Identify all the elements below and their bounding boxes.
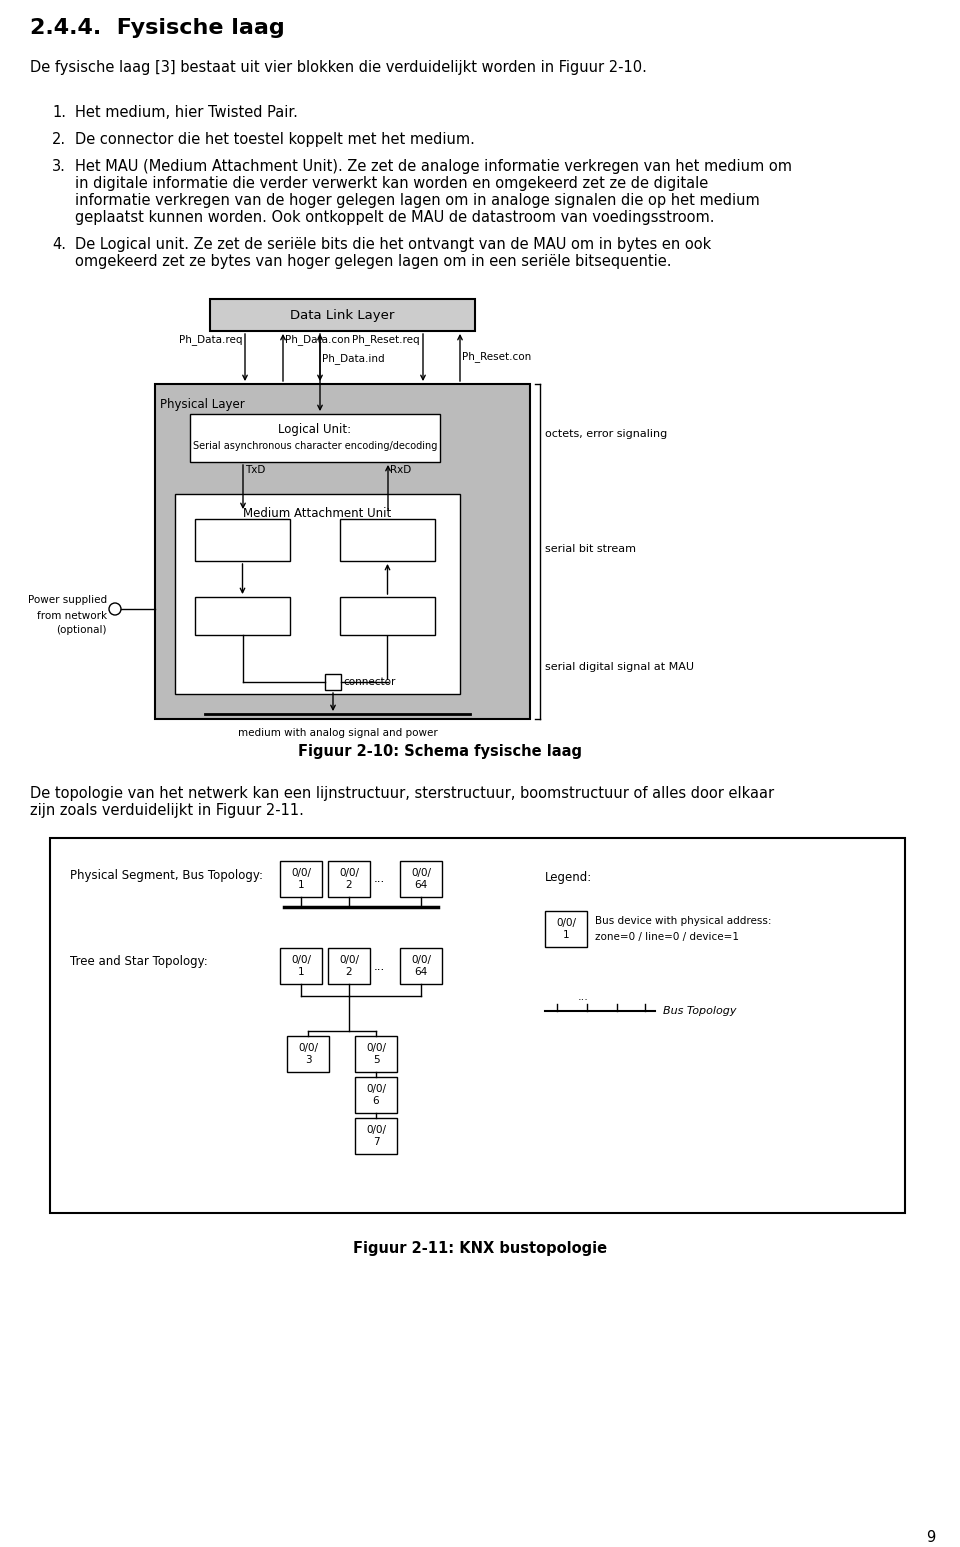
Text: medium with analog signal and power: medium with analog signal and power — [238, 729, 438, 738]
Text: Decoding: Decoding — [360, 540, 416, 554]
Text: octets, error signaling: octets, error signaling — [545, 429, 667, 439]
Text: Physical Segment, Bus Topology:: Physical Segment, Bus Topology: — [70, 869, 263, 882]
Text: geplaatst kunnen worden. Ook ontkoppelt de MAU de datastroom van voedingsstroom.: geplaatst kunnen worden. Ook ontkoppelt … — [75, 210, 714, 224]
Text: Logical Unit:: Logical Unit: — [278, 424, 351, 436]
Text: TxD: TxD — [245, 466, 265, 475]
Text: Figuur 2-10: Schema fysische laag: Figuur 2-10: Schema fysische laag — [298, 744, 582, 760]
Text: 0/0/
1: 0/0/ 1 — [556, 919, 576, 939]
Text: 0/0/
6: 0/0/ 6 — [366, 1084, 386, 1106]
FancyBboxPatch shape — [355, 1077, 397, 1112]
FancyBboxPatch shape — [328, 862, 370, 897]
Text: 0/0/
64: 0/0/ 64 — [411, 954, 431, 976]
Text: connector: connector — [343, 678, 396, 687]
Text: 1.: 1. — [52, 105, 66, 121]
FancyBboxPatch shape — [355, 1118, 397, 1154]
FancyBboxPatch shape — [287, 1036, 329, 1072]
Text: Bit: Bit — [234, 526, 251, 540]
Text: Bus Topology: Bus Topology — [663, 1006, 736, 1016]
Text: Tree and Star Topology:: Tree and Star Topology: — [70, 954, 207, 967]
Text: Ph_Reset.con: Ph_Reset.con — [462, 351, 531, 362]
FancyBboxPatch shape — [210, 299, 475, 331]
Text: (optional): (optional) — [57, 625, 107, 634]
FancyBboxPatch shape — [195, 597, 290, 634]
Text: zijn zoals verduidelijkt in Figuur 2-11.: zijn zoals verduidelijkt in Figuur 2-11. — [30, 803, 304, 818]
Text: 0/0/
64: 0/0/ 64 — [411, 868, 431, 890]
Text: Ph_Data.con: Ph_Data.con — [285, 334, 350, 345]
FancyBboxPatch shape — [340, 518, 435, 562]
Text: serial bit stream: serial bit stream — [545, 545, 636, 554]
Text: Transmitter: Transmitter — [208, 610, 276, 622]
Text: 0/0/
3: 0/0/ 3 — [298, 1043, 318, 1064]
FancyBboxPatch shape — [50, 838, 905, 1213]
Text: 4.: 4. — [52, 237, 66, 252]
Text: De fysische laag [3] bestaat uit vier blokken die verduidelijkt worden in Figuur: De fysische laag [3] bestaat uit vier bl… — [30, 60, 647, 74]
FancyBboxPatch shape — [325, 674, 341, 690]
Text: RxD: RxD — [390, 466, 411, 475]
FancyBboxPatch shape — [400, 948, 442, 984]
Text: 2.: 2. — [52, 131, 66, 147]
Text: 0/0/
7: 0/0/ 7 — [366, 1125, 386, 1146]
FancyBboxPatch shape — [155, 384, 530, 719]
FancyBboxPatch shape — [280, 862, 322, 897]
Text: Legend:: Legend: — [545, 871, 592, 883]
Text: omgekeerd zet ze bytes van hoger gelegen lagen om in een seriële bitsequentie.: omgekeerd zet ze bytes van hoger gelegen… — [75, 254, 671, 269]
Text: De connector die het toestel koppelt met het medium.: De connector die het toestel koppelt met… — [75, 131, 475, 147]
Text: 0/0/
1: 0/0/ 1 — [291, 954, 311, 976]
Text: 0/0/
2: 0/0/ 2 — [339, 868, 359, 890]
Text: 0/0/
1: 0/0/ 1 — [291, 868, 311, 890]
Text: 3.: 3. — [52, 159, 66, 173]
Text: Ph_Data.req: Ph_Data.req — [179, 334, 242, 345]
Text: De Logical unit. Ze zet de seriële bits die het ontvangt van de MAU om in bytes : De Logical unit. Ze zet de seriële bits … — [75, 237, 711, 252]
Text: Data Link Layer: Data Link Layer — [290, 308, 395, 322]
Text: Het medium, hier Twisted Pair.: Het medium, hier Twisted Pair. — [75, 105, 298, 121]
Text: Serial asynchronous character encoding/decoding: Serial asynchronous character encoding/d… — [193, 441, 437, 452]
Text: from network: from network — [36, 611, 107, 620]
Text: 2.4.4.  Fysische laag: 2.4.4. Fysische laag — [30, 19, 285, 39]
Text: Power supplied: Power supplied — [28, 596, 107, 605]
Text: Physical Layer: Physical Layer — [160, 398, 245, 412]
Text: 9: 9 — [925, 1530, 935, 1545]
FancyBboxPatch shape — [280, 948, 322, 984]
Text: zone=0 / line=0 / device=1: zone=0 / line=0 / device=1 — [595, 931, 739, 942]
FancyBboxPatch shape — [400, 862, 442, 897]
Text: Ph_Data.ind: Ph_Data.ind — [322, 353, 385, 364]
Text: ...: ... — [578, 992, 588, 1002]
Text: 0/0/
2: 0/0/ 2 — [339, 954, 359, 976]
FancyBboxPatch shape — [195, 518, 290, 562]
Text: 0/0/
5: 0/0/ 5 — [366, 1043, 386, 1064]
Text: Receiver: Receiver — [362, 610, 413, 622]
FancyBboxPatch shape — [175, 493, 460, 695]
Text: Figuur 2-11: KNX bustopologie: Figuur 2-11: KNX bustopologie — [353, 1241, 607, 1256]
Text: Het MAU (Medium Attachment Unit). Ze zet de analoge informatie verkregen van het: Het MAU (Medium Attachment Unit). Ze zet… — [75, 159, 792, 173]
FancyBboxPatch shape — [340, 597, 435, 634]
Text: Bus device with physical address:: Bus device with physical address: — [595, 916, 772, 927]
Text: Medium Attachment Unit: Medium Attachment Unit — [244, 507, 392, 520]
Text: serial digital signal at MAU: serial digital signal at MAU — [545, 662, 694, 671]
Text: ...: ... — [374, 959, 385, 973]
Text: De topologie van het netwerk kan een lijnstructuur, sterstructuur, boomstructuur: De topologie van het netwerk kan een lij… — [30, 786, 774, 801]
FancyBboxPatch shape — [328, 948, 370, 984]
FancyBboxPatch shape — [355, 1036, 397, 1072]
Text: in digitale informatie die verder verwerkt kan worden en omgekeerd zet ze de dig: in digitale informatie die verder verwer… — [75, 176, 708, 190]
Text: Encoding: Encoding — [215, 540, 270, 554]
Text: ...: ... — [374, 873, 385, 885]
Text: Ph_Reset.req: Ph_Reset.req — [352, 334, 420, 345]
FancyBboxPatch shape — [545, 911, 587, 947]
Text: informatie verkregen van de hoger gelegen lagen om in analoge signalen die op he: informatie verkregen van de hoger gelege… — [75, 193, 759, 207]
Text: Bit: Bit — [379, 526, 396, 540]
FancyBboxPatch shape — [190, 415, 440, 463]
